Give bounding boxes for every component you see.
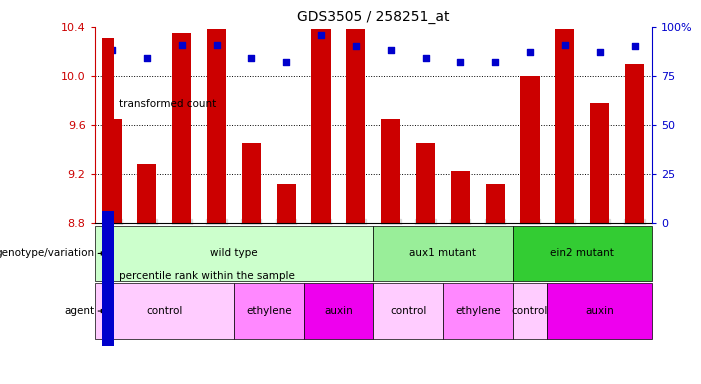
Point bbox=[559, 41, 571, 48]
Bar bbox=[443, 283, 512, 339]
Bar bbox=[486, 184, 505, 223]
Text: control: control bbox=[390, 306, 426, 316]
Bar bbox=[512, 226, 652, 281]
Bar bbox=[416, 143, 435, 223]
Bar bbox=[512, 283, 547, 339]
Point bbox=[629, 43, 640, 50]
Text: percentile rank within the sample: percentile rank within the sample bbox=[119, 271, 295, 281]
Bar bbox=[137, 164, 156, 223]
Point bbox=[211, 41, 222, 48]
Point bbox=[350, 43, 362, 50]
Bar bbox=[95, 283, 234, 339]
Text: auxin: auxin bbox=[585, 306, 614, 316]
Point bbox=[524, 49, 536, 55]
Bar bbox=[520, 76, 540, 223]
Text: agent: agent bbox=[64, 306, 95, 316]
Text: control: control bbox=[512, 306, 548, 316]
Point bbox=[142, 55, 153, 61]
Bar bbox=[102, 38, 114, 173]
Point bbox=[594, 49, 605, 55]
Point bbox=[420, 55, 431, 61]
Point bbox=[455, 59, 466, 65]
Bar bbox=[95, 226, 374, 281]
Bar bbox=[547, 283, 652, 339]
Point bbox=[107, 47, 118, 53]
Bar bbox=[311, 29, 331, 223]
Point bbox=[489, 59, 501, 65]
Point bbox=[280, 59, 292, 65]
Bar bbox=[242, 143, 261, 223]
Bar bbox=[172, 33, 191, 223]
Bar bbox=[381, 119, 400, 223]
Text: control: control bbox=[146, 306, 182, 316]
Bar bbox=[102, 119, 122, 223]
Bar bbox=[207, 29, 226, 223]
Text: ein2 mutant: ein2 mutant bbox=[550, 248, 614, 258]
Text: aux1 mutant: aux1 mutant bbox=[409, 248, 477, 258]
Point bbox=[176, 41, 187, 48]
Bar bbox=[374, 226, 512, 281]
Point bbox=[385, 47, 396, 53]
Point bbox=[315, 31, 327, 38]
Bar bbox=[625, 64, 644, 223]
Bar bbox=[346, 29, 365, 223]
Text: transformed count: transformed count bbox=[119, 99, 217, 109]
Text: ethylene: ethylene bbox=[455, 306, 501, 316]
Text: auxin: auxin bbox=[324, 306, 353, 316]
Bar bbox=[590, 103, 609, 223]
Bar bbox=[304, 283, 374, 339]
Text: ethylene: ethylene bbox=[246, 306, 292, 316]
Bar bbox=[374, 283, 443, 339]
Bar bbox=[102, 211, 114, 346]
Bar bbox=[277, 184, 296, 223]
Bar bbox=[451, 171, 470, 223]
Text: genotype/variation: genotype/variation bbox=[0, 248, 95, 258]
Bar bbox=[555, 29, 574, 223]
Point bbox=[246, 55, 257, 61]
Text: wild type: wild type bbox=[210, 248, 258, 258]
Title: GDS3505 / 258251_at: GDS3505 / 258251_at bbox=[297, 10, 449, 25]
Bar bbox=[234, 283, 304, 339]
